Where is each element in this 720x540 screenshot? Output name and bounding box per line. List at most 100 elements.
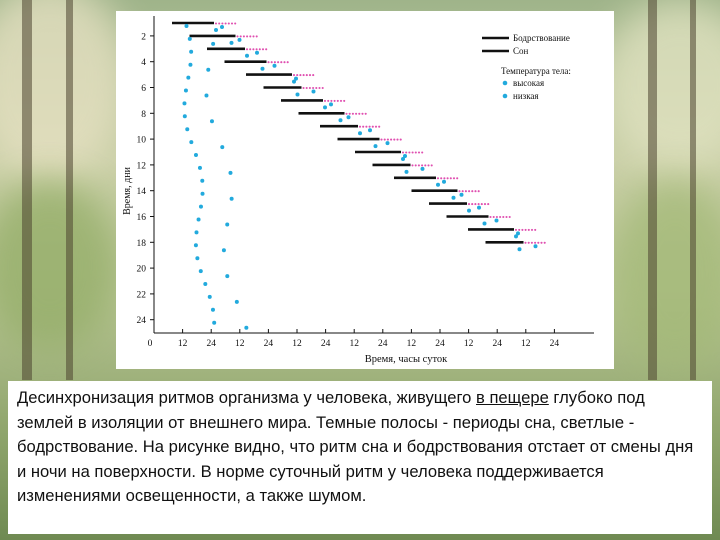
sleep-marker-dot — [299, 74, 302, 77]
sleep-marker-dot — [365, 125, 368, 128]
temp-dot — [420, 166, 425, 171]
sleep-marker-dot — [401, 151, 405, 154]
sleep-marker-dot — [302, 74, 305, 77]
sleep-marker-dot — [358, 112, 361, 115]
cave-rhythm-figure: 2 4 6 8 10 12 14 16 18 20 22 24 0 12 24 12 24 12 24 12 24 12 2… — [116, 11, 614, 369]
sleep-marker-dot — [393, 138, 396, 141]
caption-link-cave[interactable]: в пещере — [476, 388, 549, 407]
temp-dot — [189, 140, 194, 145]
temp-dot — [183, 88, 188, 93]
temp-dot — [517, 247, 522, 252]
temp-dot — [210, 307, 215, 312]
sleep-marker-dot — [230, 22, 234, 25]
sleep-marker-dot — [383, 138, 386, 141]
sleep-marker-dot — [474, 190, 477, 193]
y-tick-label: 18 — [137, 239, 147, 249]
sleep-marker-dot — [468, 190, 471, 193]
temp-dot — [260, 66, 265, 71]
sleep-marker-dot — [471, 203, 474, 206]
sleep-marker-dot — [283, 61, 286, 64]
sleep-marker-dot — [424, 164, 427, 167]
temp-dot — [358, 131, 362, 136]
sleep-marker-dot — [446, 177, 449, 180]
temp-dot — [292, 79, 296, 84]
x-tick-label: 12 — [292, 339, 302, 349]
sleep-marker-dot — [255, 48, 258, 51]
sleep-marker-dot — [421, 151, 424, 154]
temp-dot — [255, 50, 259, 55]
sleep-marker-dot — [380, 138, 383, 141]
temp-dot — [209, 119, 214, 124]
temp-dot — [516, 231, 520, 236]
sleep-marker-dot — [270, 61, 273, 64]
sleep-marker-dot — [239, 35, 242, 38]
sleep-marker-dot — [436, 177, 440, 180]
sleep-marker-dot — [443, 177, 446, 180]
sleep-marker-dot — [386, 138, 389, 141]
sleep-marker-dot — [411, 151, 414, 154]
temp-dot — [442, 179, 446, 184]
temp-dot — [182, 114, 187, 119]
sleep-marker-dot — [273, 61, 276, 64]
sleep-marker-dot — [255, 35, 258, 38]
sleep-marker-dot — [249, 48, 252, 51]
sleep-marker-dot — [333, 99, 336, 102]
sleep-marker-dot — [252, 48, 255, 51]
sleep-marker-dot — [355, 112, 358, 115]
sleep-marker-dot — [540, 241, 543, 244]
temp-dot — [533, 244, 538, 249]
temp-dot — [245, 53, 249, 58]
caption-part-1: Десинхронизация ритмов организма у челов… — [17, 388, 477, 407]
sleep-marker-dot — [227, 22, 230, 25]
sleep-marker-dot — [267, 61, 270, 64]
temp-dot — [403, 154, 407, 158]
temp-dot — [494, 218, 499, 223]
sleep-marker-dot — [242, 35, 245, 38]
x-tick-label: 24 — [206, 339, 216, 349]
temp-dot — [229, 40, 234, 45]
sleep-marker-dot — [361, 112, 364, 115]
x-tick-label: 12 — [349, 339, 359, 349]
temp-dot — [401, 157, 405, 161]
x-tick-label: 0 — [148, 339, 153, 349]
x-axis-title: Время, часы суток — [365, 354, 448, 365]
sleep-marker-dot — [518, 228, 521, 231]
sleep-marker-dot — [414, 151, 417, 154]
temp-dot — [323, 105, 327, 110]
temp-dot — [193, 243, 198, 248]
sleep-marker-dot — [411, 164, 414, 167]
temp-dot — [225, 274, 230, 279]
sleep-marker-dot — [461, 190, 464, 193]
sleep-marker-dot — [456, 177, 459, 180]
sleep-marker-dot — [277, 61, 280, 64]
x-tick-label: 12 — [178, 339, 188, 349]
caption-part-2: глубоко под землей в изоляции от внешнег… — [17, 388, 694, 506]
sleep-marker-dot — [543, 241, 546, 244]
temp-dot — [189, 49, 194, 54]
temp-dot — [193, 153, 198, 157]
sleep-marker-dot — [505, 215, 508, 219]
temp-dot — [368, 128, 372, 133]
sleep-marker-dot — [534, 241, 537, 244]
temp-dot — [229, 196, 234, 201]
temp-dot — [203, 282, 208, 286]
temp-dot — [220, 25, 224, 29]
sleep-marker-dot — [312, 86, 315, 90]
y-axis-title: Время, дни — [122, 166, 133, 214]
temp-dot — [200, 191, 205, 196]
sleep-marker-dot — [323, 99, 327, 102]
temp-dot — [184, 24, 189, 28]
temp-dot — [221, 248, 226, 253]
sleep-marker-dot — [345, 112, 348, 115]
sleep-marker-dot — [530, 241, 533, 244]
y-tick-label: 22 — [137, 290, 147, 300]
sleep-marker-dot — [499, 215, 502, 219]
temp-dot — [237, 37, 242, 42]
temp-dot — [311, 89, 316, 94]
sleep-marker-dot — [474, 203, 477, 206]
sleep-marker-dot — [527, 228, 530, 231]
temp-dot — [198, 204, 203, 209]
temp-dot — [182, 101, 187, 106]
y-tick-label: 24 — [137, 316, 147, 326]
